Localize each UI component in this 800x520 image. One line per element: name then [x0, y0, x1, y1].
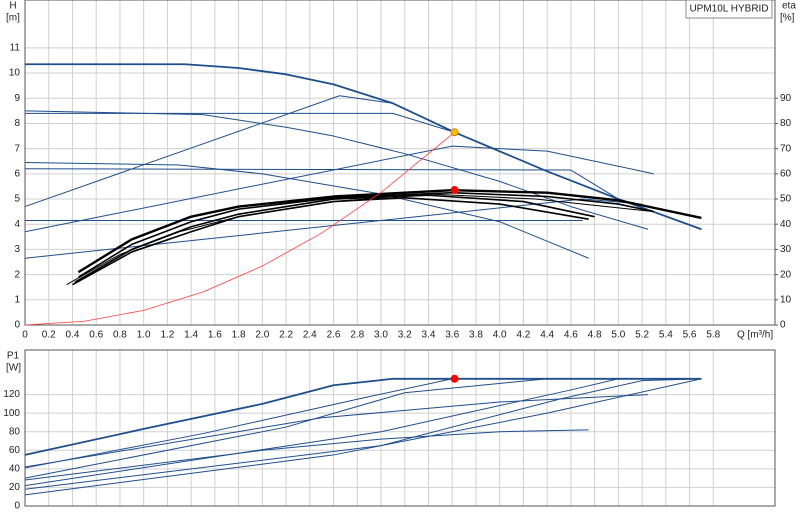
x-tick-label: 4.0	[493, 330, 507, 341]
y-tick-label: 60	[9, 445, 21, 456]
y2-tick-label: 40	[780, 219, 792, 230]
y2-tick-label: 60	[780, 168, 792, 179]
curve	[24, 145, 655, 233]
y2-tick-label: 10	[780, 294, 792, 305]
y-tick-label: 5	[14, 194, 20, 205]
y-tick-label: 0	[14, 320, 20, 331]
curve	[74, 194, 595, 283]
y-tick-label: 3	[14, 244, 20, 255]
x-tick-label: 2.0	[255, 330, 269, 341]
curve	[24, 378, 453, 469]
curve	[24, 131, 455, 326]
curve	[66, 193, 655, 286]
y-tick-label: 10	[9, 68, 21, 79]
x-tick-label: 4.4	[540, 330, 554, 341]
x-tick-label: 5.6	[683, 330, 697, 341]
plot-frame	[24, 349, 776, 507]
plot-frame	[24, 0, 776, 326]
y-tick-label: 9	[14, 93, 20, 104]
x-tick-label: 2.8	[350, 330, 364, 341]
y2-tick-label: 80	[780, 118, 792, 129]
x-tick-label: 2.4	[303, 330, 317, 341]
curve	[24, 168, 702, 230]
curve	[72, 196, 589, 286]
curve	[77, 191, 655, 278]
y-tick-label: 80	[9, 426, 21, 437]
curve	[24, 394, 649, 468]
x-tick-label: 3.0	[374, 330, 388, 341]
y-tick-label: 6	[14, 168, 20, 179]
x-tick-label: 1.2	[160, 330, 174, 341]
x-tick-label: 5.4	[659, 330, 673, 341]
x-tick-label: 3.2	[398, 330, 412, 341]
x-tick-label: 0	[22, 330, 28, 341]
curve	[24, 378, 548, 479]
y-tick-label: 0	[14, 501, 20, 512]
y-tick-label: 8	[14, 118, 20, 129]
curve	[24, 429, 589, 481]
x-tick-label: 0.4	[66, 330, 80, 341]
x-tick-label: 5.0	[611, 330, 625, 341]
x-tick-label: 1.8	[232, 330, 246, 341]
curve	[24, 198, 643, 259]
y-tick-label: 120	[3, 389, 20, 400]
y2-tick-label: 90	[780, 93, 792, 104]
curve	[24, 162, 589, 259]
curve	[24, 110, 649, 230]
y-tick-label: 11	[10, 43, 21, 54]
legend-box	[685, 0, 773, 19]
y-tick-label: 2	[14, 269, 20, 280]
y2-axis-label: eta	[782, 1, 796, 12]
y-tick-label: 4	[14, 219, 20, 230]
y2-tick-label: 50	[780, 194, 792, 205]
x-tick-label: 4.8	[588, 330, 602, 341]
operating-point	[450, 185, 459, 194]
x-tick-label: 0.6	[89, 330, 103, 341]
curve	[24, 378, 619, 487]
x-tick-label: 1.4	[184, 330, 198, 341]
x-tick-label: 1.0	[137, 330, 151, 341]
y2-tick-label: 0	[780, 320, 786, 331]
x-tick-label: 3.6	[445, 330, 459, 341]
y-tick-label: 40	[9, 463, 21, 474]
x-tick-label: 5.2	[635, 330, 649, 341]
y2-tick-label: 70	[780, 143, 792, 154]
x-tick-label: 2.6	[327, 330, 341, 341]
x-tick-label: 5.8	[706, 330, 720, 341]
y2-tick-label: 30	[780, 244, 792, 255]
x-tick-label: 1.6	[208, 330, 222, 341]
y-tick-label: 100	[3, 408, 20, 419]
y-axis-unit: [m]	[6, 13, 20, 24]
y-tick-label: 20	[9, 482, 21, 493]
x-tick-label: 4.2	[516, 330, 530, 341]
y-axis-label: P1	[7, 351, 20, 362]
y2-axis-unit: [%]	[780, 13, 795, 24]
y-tick-label: 7	[14, 143, 20, 154]
operating-point	[450, 128, 459, 137]
curve	[24, 377, 702, 456]
legend-title: UPM10L HYBRID	[689, 4, 768, 15]
curve	[77, 189, 702, 274]
y-tick-label: 1	[14, 294, 20, 305]
x-tick-label: 3.4	[422, 330, 436, 341]
x-tick-label: 0.2	[42, 330, 56, 341]
x-tick-label: 4.6	[564, 330, 578, 341]
x-axis-label: Q [m³/h]	[737, 330, 773, 341]
y2-tick-label: 20	[780, 269, 792, 280]
x-tick-label: 0.8	[113, 330, 127, 341]
curve	[24, 95, 393, 208]
y-axis-label: H	[9, 1, 16, 12]
y-axis-unit: [W]	[6, 363, 21, 374]
x-tick-label: 2.2	[279, 330, 293, 341]
x-tick-label: 3.8	[469, 330, 483, 341]
curve	[24, 378, 702, 496]
operating-point	[450, 374, 459, 383]
